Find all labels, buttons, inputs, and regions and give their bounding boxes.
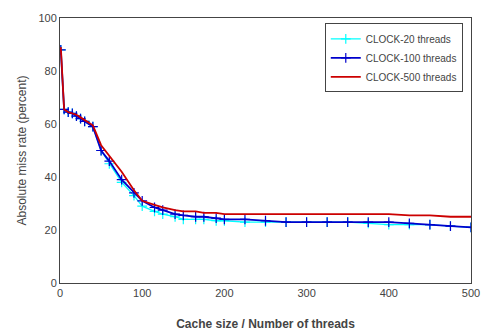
svg-text:300: 300 xyxy=(297,287,315,299)
svg-text:60: 60 xyxy=(45,118,57,130)
svg-text:CLOCK-20 threads: CLOCK-20 threads xyxy=(366,34,451,45)
svg-text:20: 20 xyxy=(45,224,57,236)
svg-text:80: 80 xyxy=(45,65,57,77)
svg-text:40: 40 xyxy=(45,171,57,183)
svg-text:200: 200 xyxy=(215,287,233,299)
svg-text:500: 500 xyxy=(462,287,480,299)
svg-text:100: 100 xyxy=(133,287,151,299)
svg-text:Cache size / Number of threads: Cache size / Number of threads xyxy=(176,317,355,331)
svg-text:CLOCK-500 threads: CLOCK-500 threads xyxy=(366,72,457,83)
svg-text:Absolute miss rate (percent): Absolute miss rate (percent) xyxy=(15,75,29,225)
svg-text:400: 400 xyxy=(380,287,398,299)
svg-text:100: 100 xyxy=(38,12,56,24)
svg-text:CLOCK-100 threads: CLOCK-100 threads xyxy=(366,53,457,64)
svg-text:0: 0 xyxy=(51,277,57,289)
svg-text:0: 0 xyxy=(57,287,63,299)
